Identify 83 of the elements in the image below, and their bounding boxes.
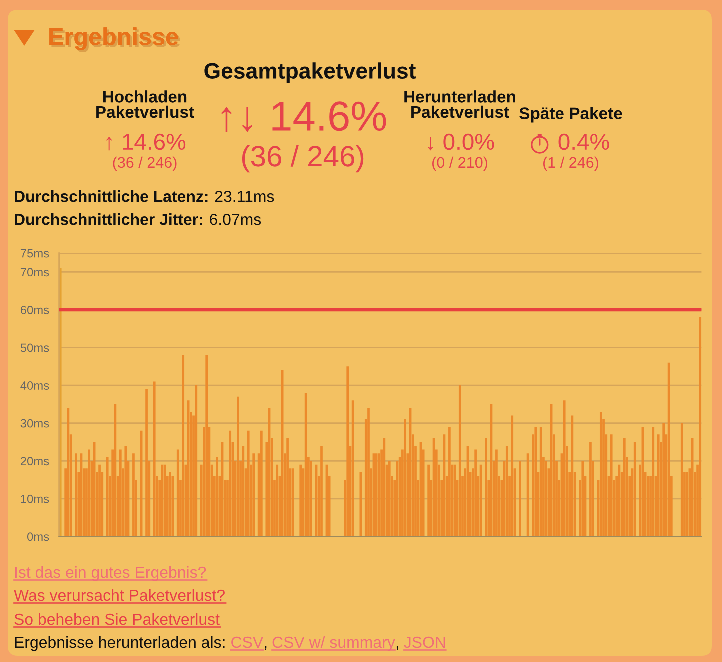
text: Was verursacht Paketverlust? (14, 589, 225, 602)
text: Herunterladen Paketverlust (404, 90, 516, 118)
bar (458, 386, 462, 537)
bar (206, 355, 208, 537)
bar (300, 464, 302, 537)
y-tick-label: 20ms (20, 457, 50, 466)
text: ↑ 14.6% (106, 134, 186, 151)
text: 0.4% (558, 134, 610, 150)
bar (352, 400, 354, 537)
chart-title: Ergebnisse (50, 28, 180, 52)
bar (496, 450, 498, 537)
text: ↓ 0.0% (428, 134, 494, 151)
text: Ist das ein gutes Ergebnis? (15, 566, 206, 582)
bar (511, 416, 514, 537)
text: Gesamtpaketverlust (204, 62, 416, 84)
text: ↑↓ 14.6% (222, 102, 386, 132)
y-tick-label: 10ms (21, 494, 50, 504)
bar (229, 430, 232, 537)
text: So beheben Sie Paketverlust (14, 613, 220, 626)
text: (36 / 246) (113, 156, 177, 172)
bar (428, 464, 430, 537)
bar (182, 355, 185, 537)
text: (36 / 246) (242, 145, 364, 173)
bar (119, 450, 122, 537)
bar (346, 366, 350, 537)
bar (590, 442, 592, 537)
bar (563, 400, 566, 537)
bar (623, 438, 626, 537)
text: , (396, 646, 398, 650)
text: Hochladen Paketverlust (96, 90, 194, 118)
bar (534, 427, 538, 537)
text: CSV (232, 636, 264, 648)
bar (474, 450, 477, 537)
y-tick-label: 75ms (20, 249, 50, 258)
bar (132, 454, 135, 537)
text: (0 / 210) (432, 156, 488, 172)
bar (172, 476, 174, 537)
text: (1 / 246) (544, 156, 599, 172)
text: JSON (404, 636, 446, 648)
y-tick-label: 70ms (20, 268, 50, 277)
bar (247, 430, 250, 537)
bar (485, 438, 488, 537)
y-tick-label: 30ms (20, 419, 50, 428)
text: , (265, 646, 267, 650)
text: Ergebnisse herunterladen als: (15, 636, 225, 652)
bar (634, 442, 636, 537)
bar (600, 412, 602, 537)
text: 6.07ms (210, 214, 262, 226)
bar (310, 461, 312, 537)
bar (657, 434, 660, 537)
bar (360, 472, 362, 537)
bar (699, 318, 702, 537)
text: Durchschnittlicher Jitter: (15, 214, 202, 226)
bar (652, 427, 655, 537)
text: CSV w/ summary (272, 636, 396, 652)
bar (153, 382, 156, 537)
bar (195, 386, 198, 537)
bar (75, 454, 78, 537)
bar (252, 454, 256, 537)
bar (106, 457, 109, 537)
bar (304, 393, 308, 537)
bar (448, 427, 451, 537)
text: 23.11ms (215, 190, 274, 202)
bar (404, 420, 406, 537)
bar (610, 434, 613, 537)
bar (320, 446, 323, 537)
y-tick-label: 60ms (20, 306, 50, 314)
bar (383, 438, 386, 537)
y-tick-label: 40ms (20, 382, 50, 390)
bar (540, 427, 542, 537)
y-tick-label: 50ms (20, 344, 50, 352)
bar (237, 396, 240, 537)
text: Späte Pakete (520, 107, 622, 123)
bar (680, 423, 684, 537)
bar (176, 450, 180, 537)
bar (368, 408, 370, 537)
bar (506, 446, 508, 537)
text: Durchschnittliche Latenz: (15, 190, 208, 202)
bar (519, 461, 522, 537)
bar (146, 389, 148, 537)
bar (286, 438, 289, 537)
y-tick-label: 0ms (27, 532, 50, 542)
bar (260, 430, 263, 537)
